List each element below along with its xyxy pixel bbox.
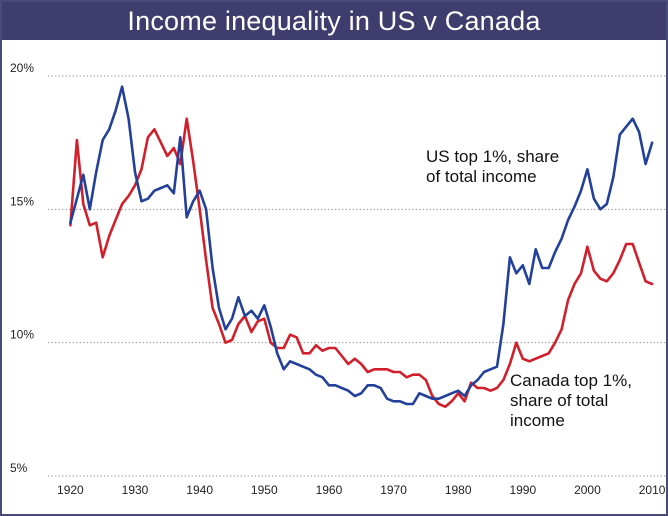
- y-tick-label: 15%: [10, 194, 34, 208]
- x-tick-label: 1950: [251, 483, 278, 497]
- x-tick-label: 2010: [639, 483, 666, 497]
- y-tick-label: 10%: [10, 328, 34, 342]
- y-tick-label: 5%: [10, 461, 28, 475]
- annotation-us: US top 1%, share: [426, 147, 559, 166]
- y-tick-label: 20%: [10, 61, 34, 75]
- x-tick-label: 1920: [57, 483, 84, 497]
- annotation-canada: share of total: [510, 391, 608, 410]
- annotation-canada: Canada top 1%,: [510, 371, 632, 390]
- chart-title: Income inequality in US v Canada: [2, 2, 666, 40]
- annotation-canada: income: [510, 411, 565, 430]
- x-tick-label: 2000: [574, 483, 601, 497]
- x-tick-label: 1990: [509, 483, 536, 497]
- x-tick-label: 1940: [186, 483, 213, 497]
- x-tick-label: 1960: [316, 483, 343, 497]
- x-tick-label: 1970: [380, 483, 407, 497]
- x-tick-label: 1980: [445, 483, 472, 497]
- annotation-us: of total income: [426, 167, 537, 186]
- series-line-canada: [69, 117, 654, 409]
- x-tick-label: 1930: [122, 483, 149, 497]
- series-line-us: [69, 85, 654, 406]
